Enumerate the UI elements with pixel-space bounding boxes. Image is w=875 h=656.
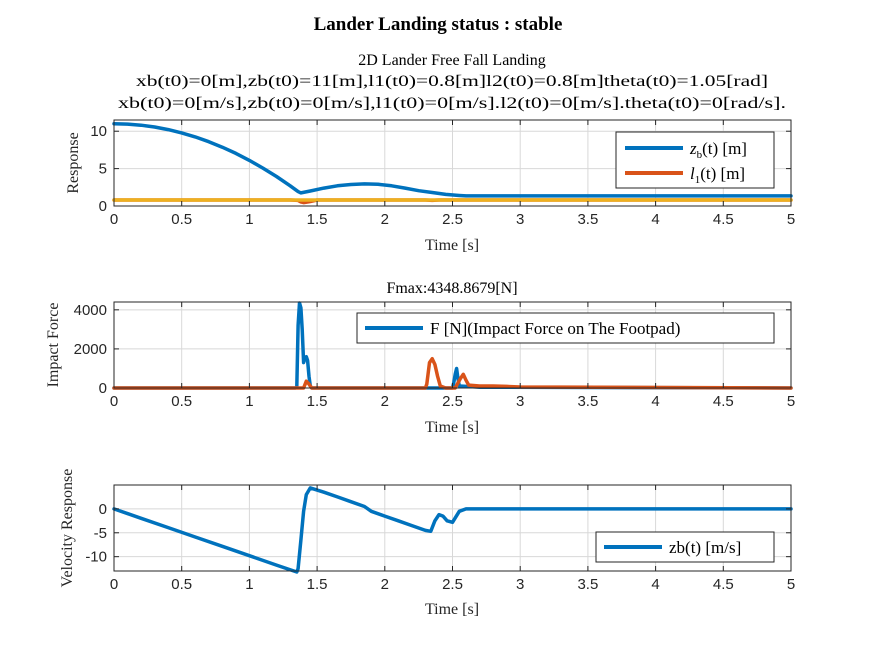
x-tick-label: 2	[381, 576, 389, 593]
x-tick-label: 0.5	[171, 576, 192, 593]
legend-label-force: F [N](Impact Force on The Footpad)	[430, 319, 680, 338]
x-tick-label: 4	[651, 393, 659, 410]
axes-3-ylabel: Velocity Response	[59, 469, 76, 588]
y-tick-label: 0	[99, 501, 107, 518]
axes-1-title-line-3: xb(t0)=0[m/s],zb(t0)=0[m/s],l1(t0)=0[m/s…	[118, 95, 786, 112]
x-tick-label: 2	[381, 393, 389, 410]
x-tick-label: 1.5	[307, 211, 328, 228]
series-line-1	[112, 301, 793, 390]
axes-2-ylabel: Impact Force	[45, 303, 62, 388]
x-tick-label: 1	[245, 393, 253, 410]
x-tick-label: 0	[110, 393, 118, 410]
x-tick-label: 4	[651, 211, 659, 228]
figure-suptitle: Lander Landing status : stable	[314, 14, 563, 35]
x-tick-label: 4.5	[713, 393, 734, 410]
axes-1-ticks: 0 0.5 1 1.5 2 2.5 3 3.5 4 4.5 5 0 5 10	[90, 120, 795, 228]
axes-3-xlabel: Time [s]	[425, 601, 479, 618]
x-tick-label: 1	[245, 211, 253, 228]
x-tick-label: 3.5	[577, 393, 598, 410]
x-tick-label: 1.5	[307, 576, 328, 593]
x-tick-label: 5	[787, 393, 795, 410]
x-tick-label: 1.5	[307, 393, 328, 410]
y-tick-label: 0	[99, 198, 107, 215]
legend-label-zb: zb(t) [m]	[689, 139, 747, 161]
axes-1-legend-box	[615, 131, 775, 189]
axes-3-ticks: 0 0.5 1 1.5 2 2.5 3 3.5 4 4.5 5 -10 -5 0	[85, 485, 795, 593]
x-tick-label: 2.5	[442, 393, 463, 410]
axes-2-ticks: 0 0.5 1 1.5 2 2.5 3 3.5 4 4.5 5 0 2000 4000	[74, 302, 796, 410]
axes-1: 2D Lander Free Fall Landing xb(t0)=0[m],…	[65, 52, 795, 254]
axes-1-title-line-2: xb(t0)=0[m],zb(t0)=11[m],l1(t0)=0.8[m]l2…	[136, 73, 768, 90]
y-tick-label: 4000	[74, 302, 107, 319]
series-line-1	[112, 486, 793, 574]
axes-3-legend: zb(t) [m/s]	[595, 531, 775, 563]
axes-1-ylabel: Response	[65, 132, 82, 193]
y-tick-label: 10	[90, 123, 107, 140]
x-tick-label: 0.5	[171, 211, 192, 228]
x-tick-label: 2	[381, 211, 389, 228]
y-tick-label: 5	[99, 161, 107, 178]
y-tick-label: 0	[99, 380, 107, 397]
series-line-2	[112, 356, 793, 390]
x-tick-label: 4.5	[713, 211, 734, 228]
axes-3: 0 0.5 1 1.5 2 2.5 3 3.5 4 4.5 5 -10 -5 0 Time [s] Vel…	[59, 469, 795, 618]
axes-2: Fmax:4348.8679[N] 0 0.5 1 1.5 2 2.5 3 3.5 4 4.5 50…	[45, 280, 795, 436]
axes-1-series	[112, 121, 793, 205]
axes-2-legend: F [N](Impact Force on The Footpad)	[356, 312, 775, 344]
axes-1-title-line-1: 2D Lander Free Fall Landing	[358, 52, 546, 69]
x-tick-label: 5	[787, 211, 795, 228]
x-tick-label: 3.5	[577, 576, 598, 593]
y-tick-label: -10	[85, 549, 107, 566]
x-tick-label: 2.5	[442, 211, 463, 228]
legend-label-velocity: zb(t) [m/s]	[669, 538, 741, 557]
axes-1-xlabel: Time [s]	[425, 237, 479, 254]
axes-2-title: Fmax:4348.8679[N]	[386, 280, 517, 297]
legend-label-l1: l1(t) [m]	[690, 164, 745, 186]
x-tick-label: 0.5	[171, 393, 192, 410]
x-tick-label: 1	[245, 576, 253, 593]
x-tick-label: 4.5	[713, 576, 734, 593]
x-tick-label: 3	[516, 393, 524, 410]
axes-1-legend: zb(t) [m] l1(t) [m]	[615, 131, 775, 189]
x-tick-label: 3	[516, 576, 524, 593]
axes-2-legend-box	[356, 312, 775, 344]
x-tick-label: 0	[110, 576, 118, 593]
x-tick-label: 0	[110, 211, 118, 228]
x-tick-label: 4	[651, 576, 659, 593]
y-tick-label: -5	[94, 525, 107, 542]
x-tick-label: 3.5	[577, 211, 598, 228]
axes-2-series	[112, 301, 793, 390]
x-tick-label: 3	[516, 211, 524, 228]
series-line-1	[112, 121, 793, 198]
x-tick-label: 2.5	[442, 576, 463, 593]
x-tick-label: 5	[787, 576, 795, 593]
axes-3-series	[112, 486, 793, 574]
axes-2-xlabel: Time [s]	[425, 419, 479, 436]
y-tick-label: 2000	[74, 341, 107, 358]
